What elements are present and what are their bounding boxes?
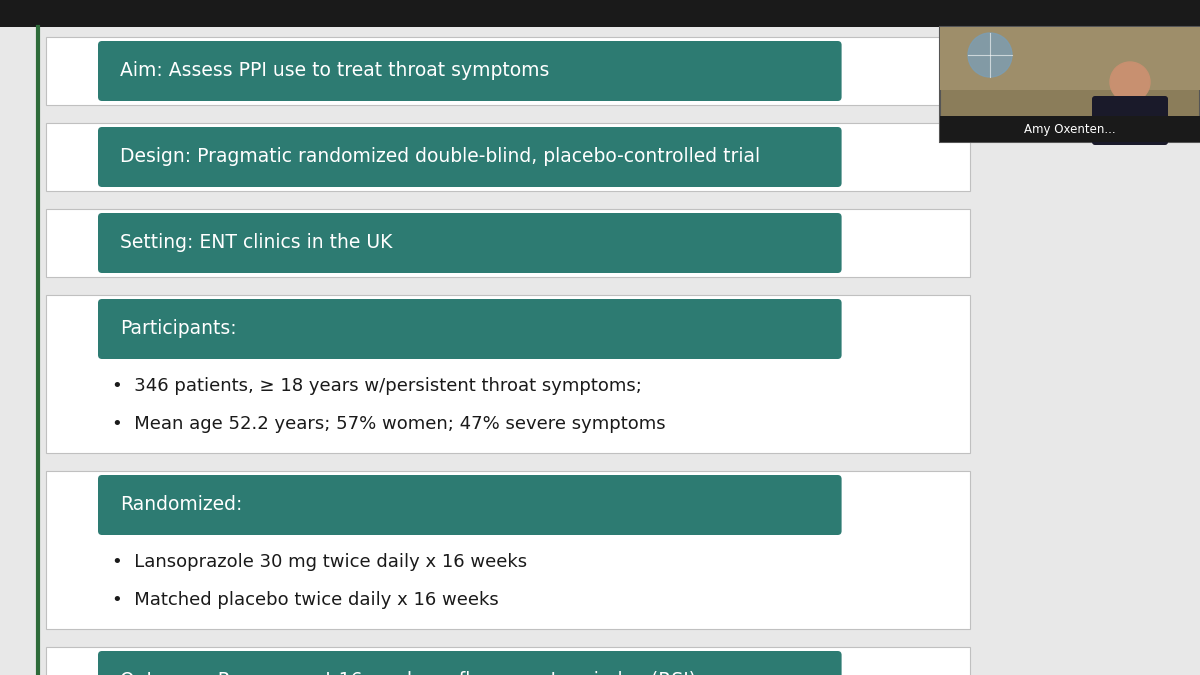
FancyBboxPatch shape — [98, 651, 841, 675]
FancyBboxPatch shape — [1092, 96, 1168, 145]
FancyBboxPatch shape — [46, 123, 970, 191]
Text: Outcome: Response at 16 weeks, reflux symptom index (RSI): Outcome: Response at 16 weeks, reflux sy… — [120, 672, 696, 675]
Circle shape — [1110, 62, 1150, 102]
FancyBboxPatch shape — [940, 27, 1200, 90]
Text: Setting: ENT clinics in the UK: Setting: ENT clinics in the UK — [120, 234, 392, 252]
Text: Randomized:: Randomized: — [120, 495, 242, 514]
Circle shape — [968, 33, 1012, 77]
FancyBboxPatch shape — [940, 27, 1200, 142]
Text: Design: Pragmatic randomized double-blind, placebo-controlled trial: Design: Pragmatic randomized double-blin… — [120, 148, 760, 167]
FancyBboxPatch shape — [98, 41, 841, 101]
FancyBboxPatch shape — [98, 475, 841, 535]
FancyBboxPatch shape — [98, 127, 841, 187]
FancyBboxPatch shape — [46, 209, 970, 277]
FancyBboxPatch shape — [46, 37, 970, 105]
Text: •  Lansoprazole 30 mg twice daily x 16 weeks: • Lansoprazole 30 mg twice daily x 16 we… — [112, 553, 527, 571]
FancyBboxPatch shape — [46, 471, 970, 629]
Text: •  Matched placebo twice daily x 16 weeks: • Matched placebo twice daily x 16 weeks — [112, 591, 499, 609]
Text: Aim: Assess PPI use to treat throat symptoms: Aim: Assess PPI use to treat throat symp… — [120, 61, 550, 80]
Text: Participants:: Participants: — [120, 319, 236, 338]
FancyBboxPatch shape — [940, 116, 1200, 142]
FancyBboxPatch shape — [98, 213, 841, 273]
Text: •  346 patients, ≥ 18 years w/persistent throat symptoms;: • 346 patients, ≥ 18 years w/persistent … — [112, 377, 642, 395]
Text: •  Mean age 52.2 years; 57% women; 47% severe symptoms: • Mean age 52.2 years; 57% women; 47% se… — [112, 415, 666, 433]
FancyBboxPatch shape — [46, 647, 970, 675]
Text: Amy Oxenten...: Amy Oxenten... — [1024, 122, 1116, 136]
FancyBboxPatch shape — [46, 295, 970, 453]
FancyBboxPatch shape — [98, 299, 841, 359]
FancyBboxPatch shape — [0, 0, 1200, 27]
